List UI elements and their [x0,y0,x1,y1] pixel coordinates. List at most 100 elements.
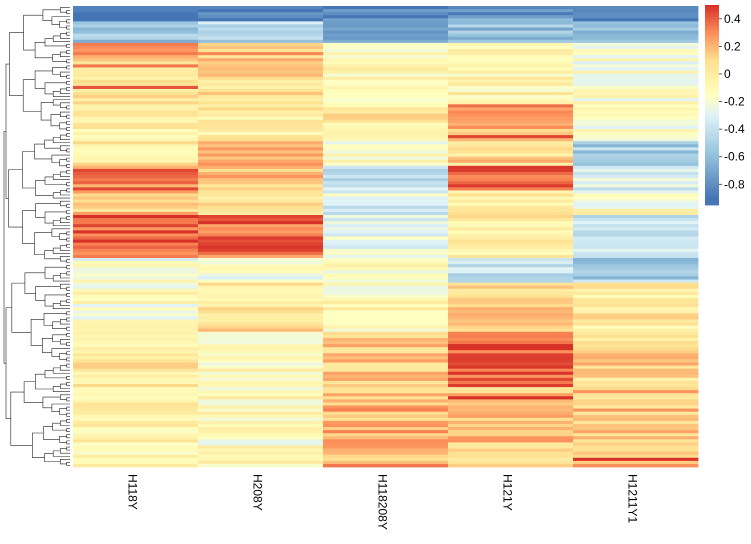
dendrogram-branch [66,31,70,36]
heatmap-cell [198,371,324,376]
heatmap-cell [573,199,699,204]
heatmap-cell [198,236,324,240]
heatmap-cell [323,214,449,219]
dendrogram-branch [66,357,70,362]
heatmap-cell [198,119,324,124]
heatmap-cell [323,423,449,428]
heatmap-cell [323,67,449,71]
legend-gradient-step [705,115,719,118]
legend-gradient-step [705,109,719,112]
heatmap-cell [448,73,574,78]
heatmap-cell [573,384,699,388]
heatmap-cell [198,282,324,287]
dendrogram-branch [60,88,70,94]
heatmap-cell [323,445,449,449]
dendrogram-branch [60,200,70,207]
heatmap-cell [448,310,574,314]
heatmap-cell [198,193,324,197]
heatmap-cell [323,270,449,274]
heatmap-cell [573,436,699,440]
heatmap-cell [73,353,199,357]
heatmap-cell [73,322,199,327]
dendrogram-branch [66,462,70,466]
legend-gradient-step [705,75,719,78]
heatmap-cell [323,221,449,225]
heatmap-cell [198,39,324,44]
heatmap-cell [323,239,449,244]
heatmap-cell [448,153,574,157]
dendrogram-branch [59,159,67,167]
dendrogram-branch [35,203,61,218]
heatmap-cell [198,6,324,10]
heatmap-cell [323,340,449,345]
heatmap-cell [323,95,449,99]
heatmap-cell [573,30,699,35]
legend-gradient-step [705,135,719,138]
legend-gradient-step [705,157,719,160]
heatmap-cell [448,442,574,446]
heatmap-cell [323,49,449,53]
legend-gradient-step [705,87,719,90]
heatmap-cell [198,313,324,317]
heatmap-cell [448,58,574,62]
dendrogram-branch [60,394,70,400]
heatmap-cell [573,45,699,50]
heatmap-cell [448,168,574,173]
legend-gradient-step [705,21,719,24]
legend-gradient-step [705,107,719,110]
heatmap-cell [573,451,699,456]
heatmap-cell [573,430,699,434]
heatmap-cell [323,52,449,56]
heatmap-cell [73,307,199,311]
heatmap-cell [323,193,449,197]
legend-gradient-step [705,125,719,128]
dendrogram-branch [52,334,67,343]
heatmap-cell [323,6,449,10]
heatmap-cell [448,211,574,216]
heatmap-cell [448,70,574,75]
heatmap-cell [323,310,449,314]
heatmap-cell [323,368,449,373]
dendrogram-branch [34,42,53,59]
heatmap-cell [198,42,324,47]
heatmap-cell [448,221,574,225]
heatmap-cell [448,430,574,434]
heatmap-cell [323,159,449,164]
heatmap-cell [73,384,199,388]
dendrogram-branch [60,71,70,77]
legend-gradient-step [705,35,719,38]
heatmap-cell [198,273,324,277]
heatmap-cell [323,138,449,142]
heatmap-cell [573,208,699,213]
heatmap-cell [73,390,199,394]
heatmap-cell [448,9,574,13]
heatmap-cell [73,55,199,59]
heatmap-cell [198,387,324,391]
heatmap-cell [198,448,324,453]
heatmap-cell [323,39,449,44]
dendrogram-branch [5,63,10,199]
heatmap-cell [448,279,574,283]
heatmap-cell [573,159,699,164]
heatmap-cell [198,328,324,333]
heatmap-cell [198,427,324,431]
heatmap-cell [573,153,699,157]
heatmap-cell [198,107,324,111]
heatmap-cell [323,411,449,416]
heatmap-cell [198,291,324,296]
heatmap-cell [73,181,199,185]
dendrogram-branch [44,266,67,279]
heatmap-cell [198,159,324,164]
heatmap-cell [198,405,324,410]
heatmap-cell [573,39,699,44]
heatmap-cell [573,88,699,93]
heatmap-cell [448,205,574,210]
heatmap-cell [323,58,449,62]
legend-gradient-step [705,79,719,82]
heatmap-cell [73,159,199,164]
heatmap-cell [198,325,324,330]
heatmap-cell [198,147,324,151]
heatmap-cell [73,365,199,370]
heatmap-cell [323,18,449,22]
heatmap-cell [573,214,699,219]
